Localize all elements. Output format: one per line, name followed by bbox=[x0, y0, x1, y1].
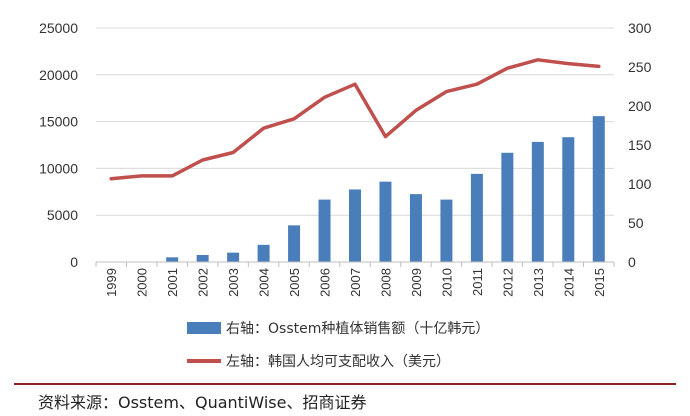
left-tick-label: 25000 bbox=[39, 20, 78, 36]
bar-2003 bbox=[227, 252, 240, 262]
gridlines bbox=[96, 27, 614, 216]
right-tick-label: 150 bbox=[628, 137, 652, 153]
x-tick-label: 2004 bbox=[257, 268, 272, 297]
x-tick-label: 2011 bbox=[470, 268, 485, 296]
bar-2009 bbox=[409, 194, 422, 262]
bar-2011 bbox=[470, 173, 483, 262]
bar-2014 bbox=[562, 137, 575, 262]
line-series bbox=[109, 58, 601, 181]
income-line bbox=[109, 58, 601, 181]
x-tick-label: 2001 bbox=[165, 268, 180, 297]
bar-2013 bbox=[531, 141, 544, 262]
legend-label-line: 左轴：韩国人均可支配收入（美元） bbox=[226, 354, 450, 370]
left-axis: 0 5000 10000 15000 20000 25000 bbox=[39, 20, 78, 270]
left-tick-label: 20000 bbox=[39, 67, 78, 83]
right-tick-label: 250 bbox=[628, 59, 652, 75]
bar-2008 bbox=[379, 181, 392, 262]
x-tick-label: 2008 bbox=[378, 268, 393, 297]
x-tick-label: 2003 bbox=[226, 268, 241, 297]
x-tick-label: 1999 bbox=[104, 268, 119, 297]
x-tick-label: 2002 bbox=[196, 268, 211, 297]
left-tick-label: 0 bbox=[70, 254, 78, 270]
bar-2004 bbox=[257, 244, 270, 262]
x-tick-label: 2009 bbox=[409, 268, 424, 297]
left-tick-label: 15000 bbox=[39, 114, 78, 130]
legend-label-bar: 右轴：Osstem种植体销售额（十亿韩元） bbox=[226, 321, 489, 337]
bar-2005 bbox=[288, 225, 301, 262]
bar-2006 bbox=[318, 199, 331, 262]
x-tick-label: 2010 bbox=[439, 268, 454, 297]
right-tick-label: 300 bbox=[628, 20, 652, 36]
bar-2015 bbox=[592, 116, 605, 262]
right-tick-label: 0 bbox=[628, 254, 636, 270]
right-tick-label: 100 bbox=[628, 176, 652, 192]
x-tick-label: 2015 bbox=[592, 268, 607, 297]
x-tick-label: 2007 bbox=[348, 268, 363, 297]
legend-swatch-bar bbox=[187, 322, 221, 334]
right-axis: 0 50 100 150 200 250 300 bbox=[628, 20, 652, 270]
right-tick-label: 50 bbox=[628, 215, 644, 231]
x-tick-label: 2012 bbox=[500, 268, 515, 297]
bar-2012 bbox=[501, 152, 514, 262]
left-tick-label: 5000 bbox=[47, 207, 78, 223]
right-tick-label: 200 bbox=[628, 98, 652, 114]
x-tick-label: 2000 bbox=[135, 268, 150, 297]
bar-2007 bbox=[349, 189, 361, 262]
bar-series bbox=[166, 116, 605, 262]
x-tick-label: 2006 bbox=[318, 268, 333, 297]
bar-2010 bbox=[440, 199, 453, 262]
x-tick-label: 2013 bbox=[531, 268, 546, 297]
x-tick-label: 2005 bbox=[287, 268, 302, 297]
bar-2001 bbox=[166, 257, 179, 262]
x-axis: 1999 2000 2001 2002 2003 2004 2005 2006 2007 2008… bbox=[95, 262, 615, 297]
x-tick-label: 2014 bbox=[561, 268, 576, 297]
bar-2002 bbox=[196, 254, 209, 262]
legend: 右轴：Osstem种植体销售额（十亿韩元） 左轴：韩国人均可支配收入（美元） bbox=[187, 321, 489, 370]
source-note: 资料来源：Osstem、QuantiWise、招商证券 bbox=[38, 393, 366, 412]
left-tick-label: 10000 bbox=[39, 160, 78, 176]
